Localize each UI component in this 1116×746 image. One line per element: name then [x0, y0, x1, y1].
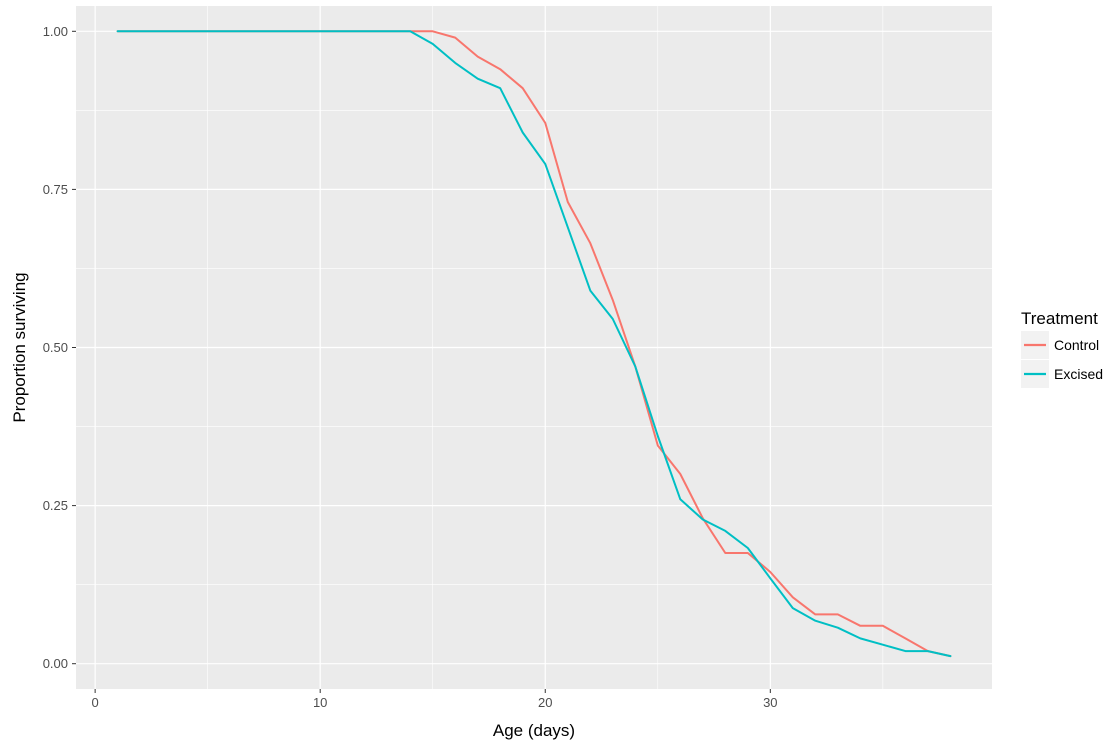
y-tick-label: 0.50 [43, 340, 68, 355]
major-gridlines [76, 6, 992, 689]
x-tick-label: 0 [92, 695, 99, 710]
x-axis-title: Age (days) [493, 721, 575, 740]
legend-label-excised: Excised [1054, 366, 1103, 382]
y-tick-label: 0.75 [43, 182, 68, 197]
x-tick-label: 10 [313, 695, 327, 710]
axis-ticks: 0 10 20 30 0.00 0.25 0.50 0.75 1.00 [43, 24, 778, 710]
legend-label-control: Control [1054, 337, 1099, 353]
x-tick-label: 30 [763, 695, 777, 710]
legend-title: Treatment [1021, 309, 1098, 328]
series-line-control [116, 30, 952, 658]
y-tick-label: 0.00 [43, 656, 68, 671]
series-line-excised [116, 30, 952, 658]
y-tick-label: 0.25 [43, 498, 68, 513]
y-tick-label: 1.00 [43, 24, 68, 39]
series-lines [116, 30, 952, 658]
y-axis-title: Proportion surviving [10, 272, 29, 422]
legend: Control Excised [1021, 331, 1103, 388]
x-tick-label: 20 [538, 695, 552, 710]
